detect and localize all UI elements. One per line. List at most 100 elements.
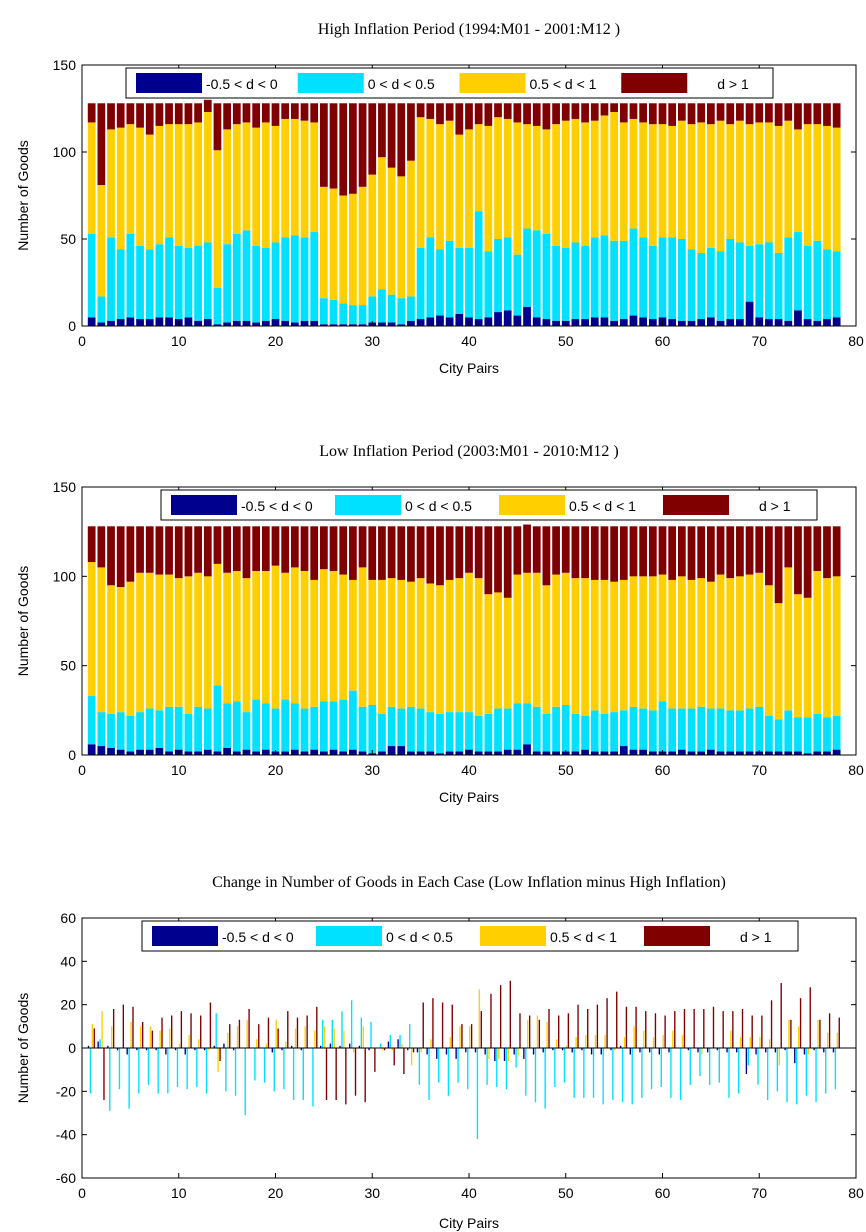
bar-segment <box>571 242 580 320</box>
bar-segment <box>658 103 667 125</box>
x-tick-label: 20 <box>268 1185 284 1201</box>
bar-gap <box>460 1026 462 1048</box>
bar-segment <box>803 717 812 754</box>
bar-gap <box>816 1048 818 1103</box>
bar-segment <box>532 572 541 707</box>
bar-gap <box>394 1048 396 1066</box>
bar-gap <box>820 1019 822 1048</box>
bar-gap <box>235 1048 237 1096</box>
bar-gap <box>317 1006 319 1048</box>
bar-segment <box>823 578 831 718</box>
bar-gap <box>168 1048 170 1094</box>
bar-segment <box>145 708 154 750</box>
bar-gap <box>665 1015 667 1048</box>
bar-segment <box>174 706 183 750</box>
bar-gap <box>636 1006 638 1048</box>
bar-segment <box>581 103 589 123</box>
bar-segment <box>561 526 570 573</box>
bar-gap <box>804 1048 806 1055</box>
bar-gap <box>707 1048 709 1053</box>
bar-segment <box>213 324 222 326</box>
bar-segment <box>445 317 454 326</box>
chart-2: Low Inflation Period (2003:M01 - 2010:M1… <box>15 443 864 805</box>
bar-gap <box>615 1048 617 1051</box>
bar-segment <box>532 706 541 752</box>
bar-segment <box>349 324 357 326</box>
bar-segment <box>726 710 735 752</box>
legend-label: 0 < d < 0.5 <box>405 498 472 514</box>
bar-segment <box>484 751 493 755</box>
bar-segment <box>329 299 338 325</box>
bar-segment <box>629 526 638 577</box>
bar-segment <box>668 125 677 238</box>
bar-segment <box>329 701 338 750</box>
bar-segment <box>523 524 531 573</box>
bar-segment <box>619 122 628 241</box>
x-tick-label: 50 <box>558 1185 574 1201</box>
bar-segment <box>320 103 328 187</box>
bar-segment <box>416 708 425 752</box>
bar-segment <box>474 578 483 716</box>
bar-segment <box>455 313 464 326</box>
bar-gap <box>191 1013 193 1048</box>
bar-gap <box>197 1048 199 1087</box>
bar-gap <box>746 1048 748 1074</box>
bar-segment <box>320 751 328 755</box>
bar-segment <box>136 319 144 326</box>
bar-gap <box>839 1017 841 1048</box>
bar-segment <box>494 526 502 593</box>
bar-gap <box>152 1030 154 1048</box>
bar-segment <box>474 715 483 752</box>
bar-gap <box>456 1048 458 1059</box>
bar-segment <box>358 103 367 187</box>
bar-segment <box>145 572 154 709</box>
bar-segment <box>707 103 715 125</box>
bar-segment <box>561 247 570 321</box>
bar-gap <box>245 1048 247 1116</box>
bar-segment <box>329 526 338 571</box>
bar-segment <box>668 579 677 709</box>
bar-segment <box>639 526 648 577</box>
bar-segment <box>687 103 696 125</box>
bar-segment <box>474 526 483 579</box>
y-axis-label: Number of Goods <box>15 566 31 677</box>
bar-segment <box>329 324 338 326</box>
bar-segment <box>445 120 454 241</box>
bar-segment <box>765 585 773 716</box>
bar-segment <box>339 751 348 755</box>
bar-segment <box>697 252 706 320</box>
bar-segment <box>648 526 657 577</box>
bar-gap <box>539 1019 541 1048</box>
bar-segment <box>474 124 483 212</box>
bar-segment <box>203 319 212 326</box>
bar-segment <box>658 574 667 702</box>
bar-segment <box>261 703 270 750</box>
bar-segment <box>426 712 435 752</box>
bar-segment <box>407 526 415 582</box>
x-tick-label: 50 <box>558 762 574 778</box>
bar-segment <box>368 526 377 580</box>
bar-segment <box>590 751 599 755</box>
bar-segment <box>407 160 415 297</box>
bar-gap <box>479 989 481 1048</box>
bar-gap <box>537 1015 539 1048</box>
bar-gap <box>495 1048 497 1061</box>
bar-gap <box>504 1048 506 1061</box>
bar-segment <box>494 117 502 239</box>
bar-gap <box>514 1048 516 1055</box>
bar-segment <box>803 597 812 718</box>
chart-1: High Inflation Period (1994:M01 - 2001:M… <box>15 21 864 376</box>
bar-segment <box>697 751 706 755</box>
bar-gap <box>700 1048 702 1077</box>
bar-segment <box>397 103 406 177</box>
bar-segment <box>794 717 802 752</box>
bar-segment <box>745 124 754 246</box>
bar-segment <box>281 237 290 321</box>
bar-segment <box>136 127 144 246</box>
bar-segment <box>765 103 773 123</box>
bar-segment <box>697 319 706 326</box>
bar-segment <box>194 526 202 573</box>
x-tick-label: 10 <box>171 1185 187 1201</box>
bar-gap <box>491 993 493 1048</box>
bar-segment <box>242 103 251 123</box>
